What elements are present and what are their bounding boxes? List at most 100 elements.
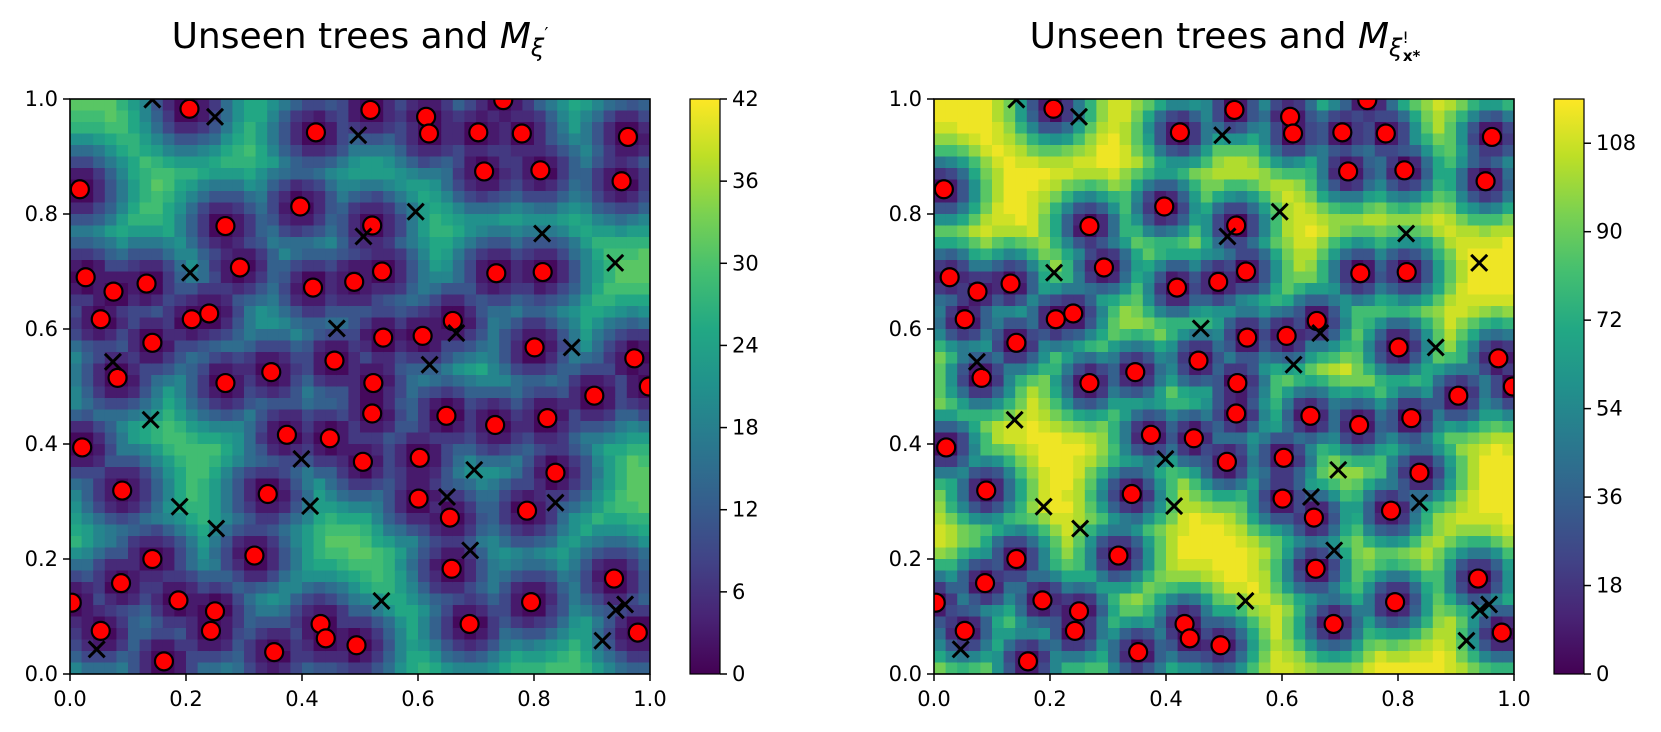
contour-cell bbox=[1061, 593, 1074, 606]
contour-cell bbox=[93, 409, 106, 422]
contour-cell bbox=[302, 214, 315, 227]
contour-cell bbox=[1212, 352, 1225, 365]
contour-cell bbox=[592, 628, 605, 641]
contour-cell bbox=[81, 145, 94, 158]
contour-cell bbox=[1119, 467, 1132, 480]
contour-cell bbox=[1224, 605, 1237, 618]
contour-cell bbox=[70, 455, 83, 468]
contour-cell bbox=[162, 513, 175, 526]
contour-cell bbox=[1432, 651, 1445, 664]
contour-cell bbox=[1061, 651, 1074, 664]
contour-cell bbox=[1189, 294, 1202, 307]
contour-cell bbox=[429, 317, 442, 330]
contour-cell bbox=[81, 467, 94, 480]
contour-cell bbox=[545, 398, 558, 411]
contour-cell bbox=[487, 225, 500, 238]
contour-cell bbox=[1142, 340, 1155, 353]
contour-cell bbox=[325, 398, 338, 411]
contour-cell bbox=[104, 593, 117, 606]
contour-cell bbox=[1305, 271, 1318, 284]
contour-cell bbox=[1293, 478, 1306, 491]
contour-cell bbox=[255, 214, 268, 227]
contour-cell bbox=[957, 99, 970, 112]
contour-cell bbox=[197, 352, 210, 365]
contour-cell bbox=[371, 248, 384, 261]
contour-cell bbox=[568, 225, 581, 238]
contour-cell bbox=[1444, 122, 1457, 135]
contour-cell bbox=[568, 421, 581, 434]
contour-cell bbox=[522, 386, 535, 399]
contour-cell bbox=[1142, 386, 1155, 399]
contour-cell bbox=[1003, 294, 1016, 307]
contour-cell bbox=[1200, 616, 1213, 629]
contour-cell bbox=[592, 363, 605, 376]
contour-cell bbox=[336, 133, 349, 146]
contour-cell bbox=[1119, 260, 1132, 273]
contour-cell bbox=[1432, 559, 1445, 572]
contour-cell bbox=[1177, 651, 1190, 664]
contour-cell bbox=[1015, 168, 1028, 181]
contour-cell bbox=[1328, 156, 1341, 169]
contour-cell bbox=[1456, 145, 1469, 158]
contour-cell bbox=[464, 570, 477, 583]
contour-cell bbox=[429, 421, 442, 434]
contour-cell bbox=[1444, 317, 1457, 330]
contour-cell bbox=[1073, 478, 1086, 491]
unseen-tree-marker bbox=[301, 497, 320, 516]
contour-cell bbox=[220, 478, 233, 491]
contour-cell bbox=[1409, 340, 1422, 353]
contour-cell bbox=[1061, 133, 1074, 146]
contour-cell bbox=[336, 444, 349, 457]
contour-cell bbox=[325, 593, 338, 606]
contour-cell bbox=[1200, 651, 1213, 664]
contour-cell bbox=[1258, 317, 1271, 330]
contour-cell bbox=[499, 478, 512, 491]
contour-cell bbox=[1084, 248, 1097, 261]
contour-cell bbox=[1247, 110, 1260, 123]
contour-cell bbox=[1432, 133, 1445, 146]
contour-cell bbox=[255, 248, 268, 261]
contour-cell bbox=[418, 260, 431, 273]
contour-cell bbox=[1084, 478, 1097, 491]
contour-cell bbox=[934, 386, 947, 399]
contour-cell bbox=[1084, 409, 1097, 422]
contour-cell bbox=[615, 490, 628, 503]
contour-cell bbox=[209, 582, 222, 595]
contour-cell bbox=[1026, 329, 1039, 342]
contour-cell bbox=[104, 651, 117, 664]
contour-cell bbox=[534, 375, 547, 388]
contour-cell bbox=[568, 593, 581, 606]
contour-cell bbox=[1398, 283, 1411, 296]
contour-cell bbox=[81, 570, 94, 583]
contour-cell bbox=[968, 329, 981, 342]
contour-cell bbox=[1154, 662, 1167, 674]
contour-cell bbox=[557, 122, 570, 135]
contour-cell bbox=[278, 271, 291, 284]
contour-cell bbox=[383, 513, 396, 526]
contour-cell bbox=[510, 237, 523, 250]
contour-cell bbox=[522, 248, 535, 261]
contour-cell bbox=[1119, 248, 1132, 261]
contour-cell bbox=[1386, 248, 1399, 261]
contour-cell bbox=[1398, 536, 1411, 549]
contour-cell bbox=[429, 306, 442, 319]
contour-cell bbox=[1316, 639, 1329, 652]
contour-cell bbox=[452, 225, 465, 238]
tree-marker bbox=[244, 545, 265, 566]
contour-cell bbox=[934, 168, 947, 181]
contour-cell bbox=[1050, 225, 1063, 238]
contour-cell bbox=[1282, 662, 1295, 674]
tree-marker bbox=[179, 99, 200, 119]
contour-cell bbox=[1467, 110, 1480, 123]
contour-cell bbox=[162, 156, 175, 169]
contour-cell bbox=[1200, 662, 1213, 674]
contour-cell bbox=[197, 490, 210, 503]
contour-cell bbox=[1363, 559, 1376, 572]
contour-cell bbox=[1026, 616, 1039, 629]
contour-cell bbox=[441, 191, 454, 204]
contour-cell bbox=[81, 398, 94, 411]
contour-cell bbox=[360, 179, 373, 192]
contour-cell bbox=[452, 248, 465, 261]
contour-cell bbox=[1374, 110, 1387, 123]
contour-cell bbox=[394, 133, 407, 146]
